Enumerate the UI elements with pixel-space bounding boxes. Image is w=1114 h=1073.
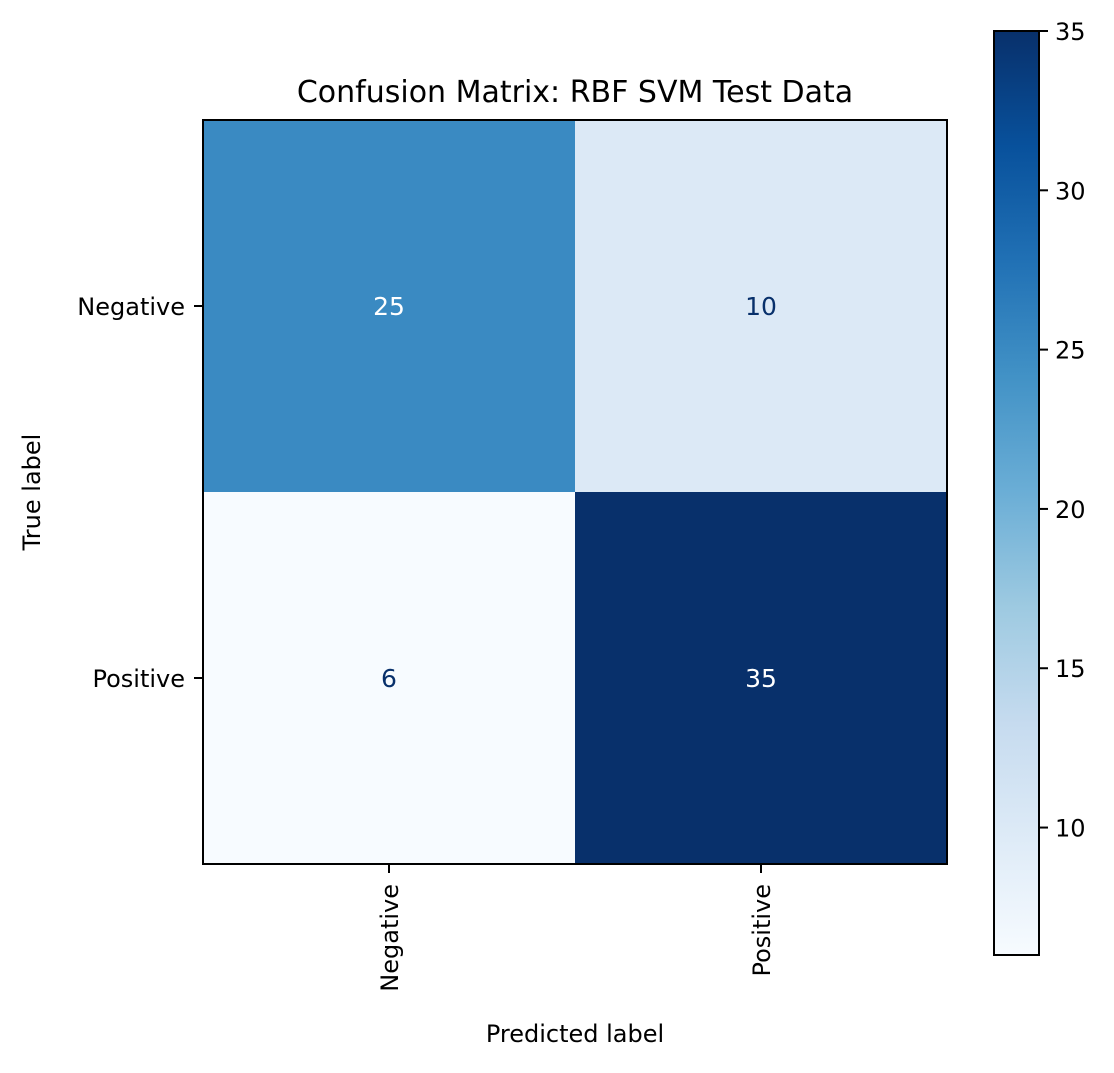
- colorbar-tick-label: 15: [1055, 655, 1086, 683]
- colorbar-ticks: 10 15 20 25 30 35: [1039, 18, 1086, 843]
- cell-value-label: 10: [745, 292, 777, 321]
- y-tick-label: Positive: [92, 665, 185, 693]
- matrix-cell-labels: 25 10 6 35: [373, 292, 777, 693]
- x-tick-label: Positive: [748, 884, 776, 977]
- colorbar: [993, 30, 1040, 956]
- x-tick-label: Negative: [376, 884, 404, 992]
- x-axis-label: Predicted label: [486, 1020, 664, 1048]
- cell-value-label: 6: [381, 664, 397, 693]
- colorbar-tick-label: 30: [1055, 177, 1086, 205]
- y-tick-label: Negative: [77, 293, 185, 321]
- matrix-cell: [575, 492, 947, 864]
- matrix-cell: [575, 120, 947, 492]
- colorbar-tick-label: 10: [1055, 815, 1086, 843]
- y-axis: Negative Positive: [77, 293, 203, 693]
- plot-frame: [202, 119, 948, 865]
- colorbar-tick-label: 25: [1055, 337, 1086, 365]
- matrix-cells: [203, 120, 947, 864]
- chart-title: Confusion Matrix: RBF SVM Test Data: [297, 75, 853, 110]
- matrix-cell: [203, 492, 575, 864]
- matrix-cell: [203, 120, 575, 492]
- y-axis-label: True label: [18, 434, 46, 552]
- x-axis: Negative Positive: [376, 864, 776, 992]
- cell-value-label: 35: [745, 664, 777, 693]
- colorbar-tick-label: 35: [1055, 18, 1086, 46]
- colorbar-tick-label: 20: [1055, 496, 1086, 524]
- cell-value-label: 25: [373, 292, 405, 321]
